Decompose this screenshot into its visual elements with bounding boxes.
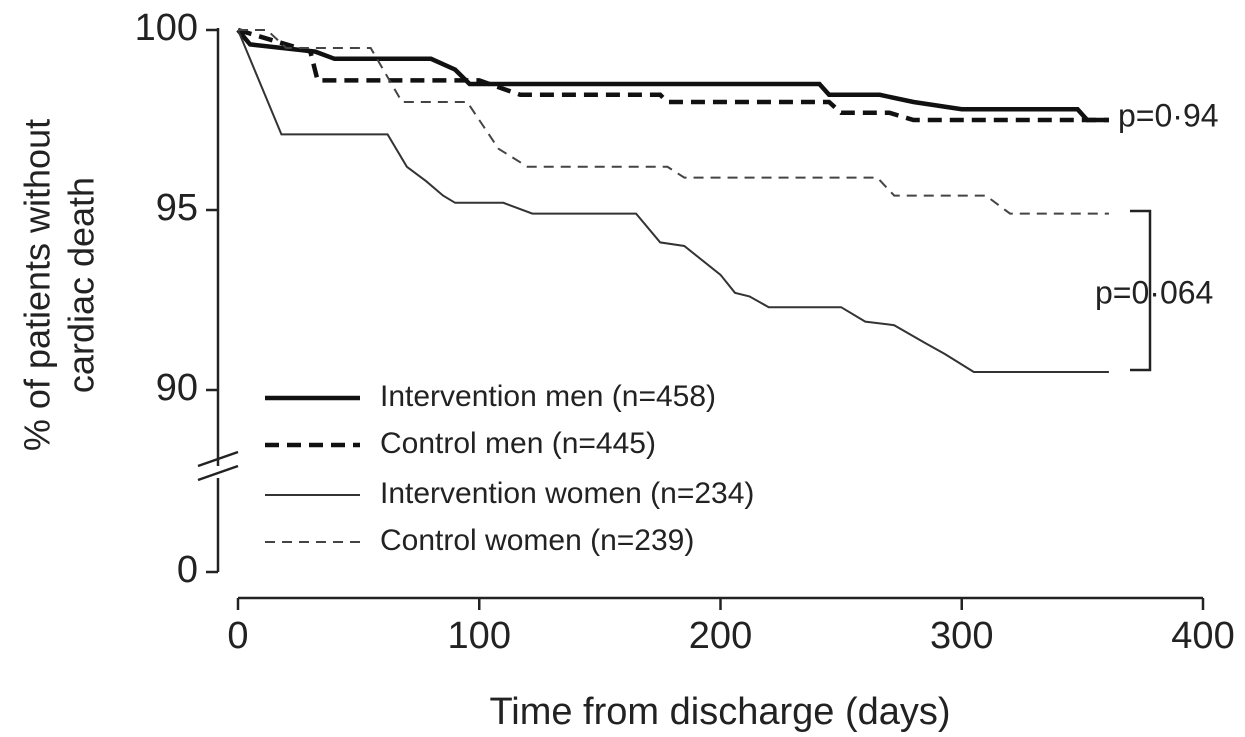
annotation: p=0·94 [1118, 97, 1219, 133]
y-tick-label: 90 [156, 367, 198, 409]
annotation: p=0·064 [1095, 274, 1213, 310]
survival-line [237, 29, 1109, 373]
y-tick-label: 0 [177, 549, 198, 591]
legend-label: Intervention men (n=458) [380, 380, 716, 413]
legend-label: Control women (n=239) [380, 524, 694, 557]
x-tick-label: 400 [1171, 615, 1234, 657]
survival-line [237, 27, 1109, 123]
y-axis-label: cardiac death [61, 177, 102, 393]
x-tick-label: 300 [930, 615, 993, 657]
y-tick-label: 100 [135, 7, 198, 49]
survival-line [238, 29, 1109, 215]
y-tick-label: 95 [156, 187, 198, 229]
legend-label: Control men (n=445) [380, 427, 656, 460]
y-axis-label: % of patients without [17, 119, 58, 451]
axis-break [197, 450, 239, 482]
x-axis-label: Time from discharge (days) [489, 691, 950, 733]
bracket [1130, 209, 1152, 372]
x-tick-label: 100 [448, 615, 511, 657]
legend-label: Intervention women (n=234) [380, 477, 754, 510]
survival-line [236, 28, 1109, 123]
x-tick-label: 200 [689, 615, 752, 657]
x-tick-label: 0 [227, 615, 248, 657]
